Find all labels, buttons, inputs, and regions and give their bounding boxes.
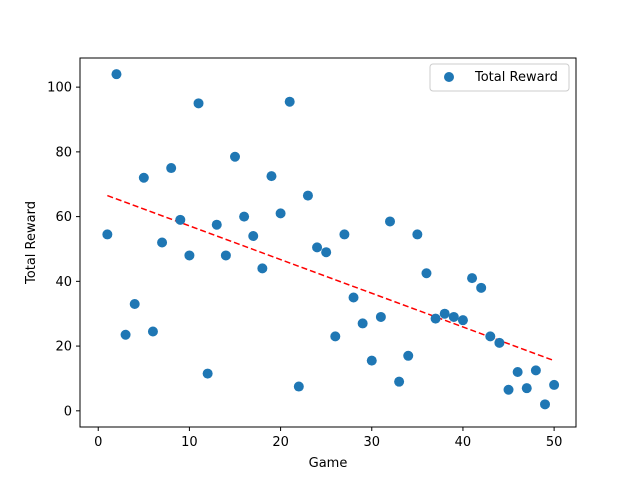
data-point (485, 331, 496, 342)
data-point (403, 350, 414, 361)
data-point (184, 250, 195, 261)
data-point (521, 383, 532, 394)
x-tick-label: 30 (363, 435, 380, 450)
trend-line (107, 194, 555, 362)
data-point (321, 247, 332, 258)
data-point (339, 229, 350, 240)
data-point (193, 98, 204, 109)
y-tick-label: 80 (55, 145, 72, 160)
data-point (430, 313, 441, 324)
data-point (138, 172, 149, 183)
data-point (366, 355, 377, 366)
data-point (540, 399, 550, 410)
data-point (211, 219, 222, 230)
y-tick-label: 100 (47, 81, 72, 96)
data-point (293, 381, 304, 392)
data-point (111, 69, 122, 80)
data-point (230, 151, 240, 162)
trend-layer (107, 194, 555, 362)
data-point (330, 331, 341, 342)
x-axis-title: Game (309, 456, 348, 471)
x-tick-label: 20 (272, 435, 289, 450)
data-point (202, 368, 213, 379)
data-point (457, 315, 468, 326)
x-tick-label: 0 (94, 435, 102, 450)
y-tick-label: 60 (55, 210, 72, 225)
data-point (147, 326, 158, 337)
points-layer (102, 69, 560, 410)
data-point (102, 229, 113, 240)
data-point (375, 311, 386, 322)
data-point (394, 376, 405, 387)
x-tick-label: 50 (546, 435, 563, 450)
y-tick-label: 20 (55, 340, 72, 355)
data-point (220, 250, 231, 261)
data-point (284, 96, 295, 107)
data-point (549, 379, 560, 390)
data-point (512, 366, 523, 377)
data-point (257, 263, 268, 274)
data-point (302, 190, 313, 201)
data-point (175, 214, 186, 225)
data-point (166, 163, 177, 174)
data-point (503, 384, 514, 395)
data-point (312, 242, 323, 253)
plot-background (80, 58, 576, 427)
legend-marker (444, 72, 454, 82)
y-tick-label: 40 (55, 275, 72, 290)
plot-frame (79, 57, 577, 428)
y-axis-title: Total Reward (24, 201, 39, 285)
data-point (530, 365, 541, 376)
data-point (476, 282, 487, 293)
data-point (385, 216, 395, 227)
y-axis-ticks: 0 20 40 60 80 100 (47, 81, 80, 419)
legend-label: Total Reward (474, 70, 558, 85)
data-point (421, 268, 432, 279)
data-point (357, 318, 368, 329)
legend: Total Reward (429, 63, 570, 92)
data-point (448, 311, 459, 322)
data-point (157, 237, 168, 248)
data-point (348, 292, 359, 303)
x-axis-ticks: 0 10 20 30 40 50 (94, 427, 562, 450)
data-point (494, 337, 505, 348)
data-point (467, 273, 478, 284)
data-point (248, 231, 259, 242)
data-point (439, 308, 450, 319)
data-point (129, 299, 140, 309)
data-point (266, 171, 277, 182)
data-point (120, 329, 131, 340)
legend-box (429, 63, 570, 92)
data-point (275, 208, 286, 219)
x-tick-label: 40 (455, 435, 472, 450)
data-point (239, 211, 250, 222)
x-tick-label: 10 (181, 435, 198, 450)
y-tick-label: 0 (64, 404, 72, 419)
data-point (412, 229, 423, 240)
